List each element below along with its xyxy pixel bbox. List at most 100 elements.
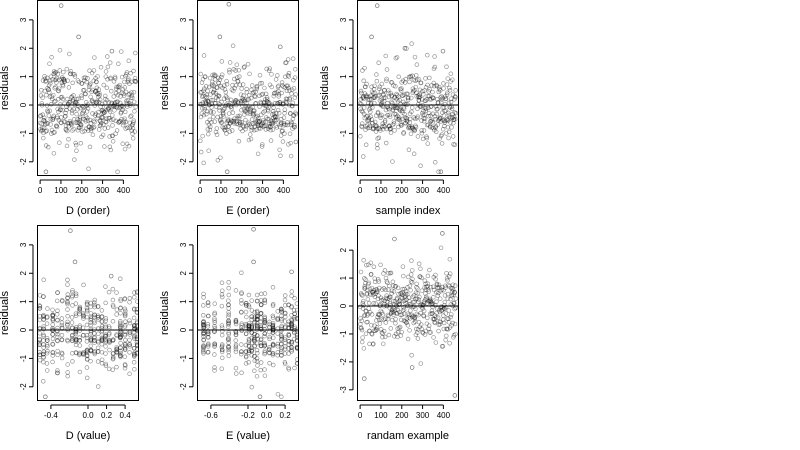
y-axis-title: residuals	[0, 290, 11, 335]
data-point	[372, 83, 377, 89]
data-point	[239, 98, 245, 104]
data-point	[254, 85, 259, 90]
data-point	[130, 121, 136, 127]
data-point	[422, 332, 428, 337]
data-point	[425, 82, 430, 88]
data-point	[428, 119, 433, 124]
x-tick-label: -0.6	[204, 411, 218, 420]
data-point	[365, 296, 371, 302]
data-point	[130, 95, 135, 100]
data-point	[78, 141, 84, 146]
data-point	[80, 103, 85, 109]
data-point	[367, 107, 372, 112]
data-point	[419, 322, 424, 327]
data-point	[122, 296, 128, 301]
data-point	[99, 338, 105, 343]
data-point	[362, 91, 368, 96]
data-point	[222, 127, 228, 133]
data-point	[106, 324, 112, 329]
data-point	[382, 124, 387, 129]
data-point	[112, 104, 118, 109]
data-point	[131, 330, 137, 335]
data-point	[245, 122, 250, 128]
data-point	[202, 74, 208, 79]
data-point	[228, 120, 233, 125]
data-point	[432, 320, 438, 326]
y-axis-title: residuals	[159, 65, 171, 110]
data-point	[262, 318, 268, 323]
data-point	[420, 302, 425, 308]
data-point	[376, 317, 382, 323]
data-point	[261, 110, 266, 115]
data-point	[277, 147, 282, 153]
data-point	[411, 320, 416, 326]
data-point	[252, 332, 257, 337]
data-point	[282, 74, 288, 80]
data-point	[208, 110, 214, 115]
data-point	[440, 95, 445, 101]
data-point	[252, 319, 257, 325]
data-point	[224, 82, 230, 87]
data-point	[243, 103, 249, 109]
data-point	[360, 68, 365, 73]
data-point	[41, 314, 46, 320]
data-point	[387, 294, 392, 300]
data-point	[123, 337, 128, 343]
data-point	[446, 308, 452, 313]
data-point	[208, 124, 213, 130]
data-point	[258, 327, 264, 332]
data-point	[282, 131, 287, 136]
data-point	[401, 131, 406, 136]
plot-frame	[37, 225, 139, 401]
data-point	[92, 113, 98, 118]
data-point	[246, 292, 252, 298]
data-point	[64, 107, 69, 113]
data-point	[290, 116, 296, 122]
data-point	[83, 75, 88, 80]
data-point	[433, 276, 438, 282]
data-point	[274, 110, 279, 116]
data-point	[107, 109, 113, 114]
data-point	[89, 125, 94, 130]
data-point	[441, 81, 446, 86]
data-point	[270, 285, 276, 290]
data-point	[37, 326, 43, 331]
data-point	[432, 313, 438, 318]
data-point	[364, 319, 369, 325]
data-point	[220, 342, 225, 347]
data-point	[103, 339, 109, 345]
data-point	[85, 118, 91, 123]
y-tick-label: 2	[19, 45, 28, 50]
data-point	[397, 309, 402, 315]
data-point	[257, 394, 263, 399]
data-point	[282, 110, 287, 116]
data-point	[37, 305, 43, 311]
data-point	[246, 92, 252, 98]
data-point	[446, 274, 452, 279]
data-point	[262, 108, 268, 114]
data-point	[408, 74, 414, 80]
data-point	[274, 117, 279, 123]
data-point	[405, 323, 411, 328]
data-point	[405, 336, 411, 342]
data-point	[447, 85, 452, 91]
data-point	[128, 95, 134, 101]
data-point	[403, 289, 409, 294]
data-point	[77, 338, 82, 343]
data-point	[107, 115, 112, 121]
data-point	[220, 294, 225, 300]
data-point	[204, 92, 210, 98]
data-point	[239, 351, 244, 357]
data-point	[286, 319, 291, 324]
data-point	[66, 85, 72, 90]
data-point	[204, 119, 210, 125]
data-point	[293, 92, 298, 97]
data-point	[436, 84, 442, 90]
data-point	[96, 109, 101, 115]
data-point	[73, 336, 79, 342]
data-point	[85, 302, 90, 307]
data-point	[246, 340, 251, 345]
data-point	[435, 285, 441, 290]
data-point	[396, 117, 402, 122]
data-point	[201, 337, 206, 342]
